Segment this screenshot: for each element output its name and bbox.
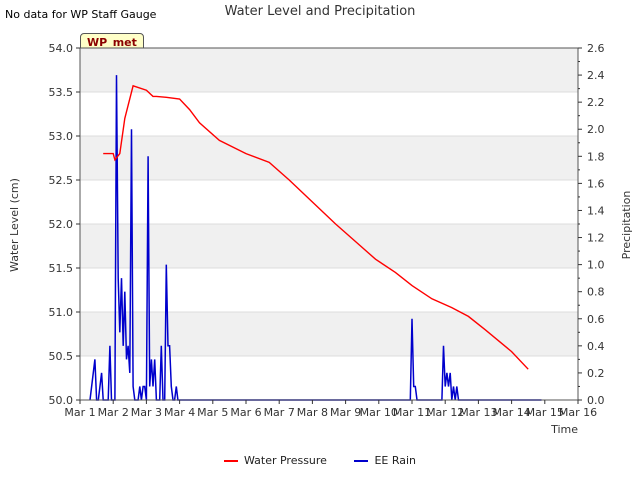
y-tick-label-right: 1.6 <box>587 177 605 190</box>
y-tick-label-right: 2.4 <box>587 69 605 82</box>
y-tick-label-left: 51.0 <box>49 306 74 319</box>
x-tick-label: Mar 5 <box>197 406 228 419</box>
legend-label-ee-rain: EE Rain <box>374 454 417 467</box>
x-tick-label: Mar 8 <box>297 406 328 419</box>
y-tick-label-right: 0.2 <box>587 367 605 380</box>
y-tick-label-left: 52.5 <box>49 174 74 187</box>
y-tick-label-right: 1.8 <box>587 150 605 163</box>
y-tick-label-right: 1.0 <box>587 259 605 272</box>
y-tick-label-right: 1.4 <box>587 204 605 217</box>
y-tick-label-left: 54.0 <box>49 42 74 55</box>
x-tick-label: Mar 16 <box>559 406 597 419</box>
x-tick-label: Mar 9 <box>330 406 361 419</box>
legend-swatch-ee-rain <box>354 460 369 462</box>
legend-label-water-pressure: Water Pressure <box>243 454 327 467</box>
x-tick-label: Mar 10 <box>360 406 398 419</box>
y-tick-label-right: 0.6 <box>587 313 605 326</box>
y-tick-label-left: 51.5 <box>49 262 74 275</box>
y-tick-label-right: 0.4 <box>587 340 605 353</box>
series-line-ee-rain <box>89 75 542 401</box>
legend-item-ee-rain: EE Rain <box>354 454 416 467</box>
y-tick-label-right: 0.0 <box>587 394 605 407</box>
legend: Water Pressure EE Rain <box>0 454 640 467</box>
legend-swatch-water-pressure <box>223 460 238 462</box>
y-tick-label-right: 2.6 <box>587 42 605 55</box>
x-tick-label: Mar 3 <box>131 406 162 419</box>
grid-band <box>80 224 578 268</box>
y-tick-label-right: 1.2 <box>587 232 605 245</box>
grid-band <box>80 136 578 180</box>
grid-band <box>80 48 578 92</box>
y-tick-label-left: 50.0 <box>49 394 74 407</box>
y-tick-label-left: 53.0 <box>49 130 74 143</box>
x-tick-label: Mar 13 <box>459 406 497 419</box>
x-tick-label: Mar 6 <box>230 406 261 419</box>
legend-item-water-pressure: Water Pressure <box>223 454 327 467</box>
grid-band <box>80 312 578 356</box>
y-tick-label-left: 50.5 <box>49 350 74 363</box>
x-axis-label: Time <box>550 423 578 436</box>
station-badge: WP_met <box>80 33 144 52</box>
x-tick-label: Mar 2 <box>98 406 129 419</box>
y-tick-label-right: 2.2 <box>587 96 605 109</box>
x-tick-label: Mar 15 <box>526 406 564 419</box>
chart-title: Water Level and Precipitation <box>224 4 416 19</box>
x-tick-label: Mar 12 <box>426 406 464 419</box>
y-tick-label-left: 52.0 <box>49 218 74 231</box>
y-axis-label-left: Water Level (cm) <box>8 178 21 272</box>
y-axis-label-right: Precipitation <box>620 191 633 260</box>
x-tick-label: Mar 7 <box>264 406 295 419</box>
x-tick-label: Mar 11 <box>393 406 431 419</box>
no-data-note: No data for WP Staff Gauge <box>5 8 157 21</box>
x-tick-label: Mar 4 <box>164 406 195 419</box>
y-tick-label-right: 0.8 <box>587 286 605 299</box>
series-line-water-pressure <box>103 84 529 370</box>
x-tick-label: Mar 1 <box>64 406 95 419</box>
x-tick-label: Mar 14 <box>492 406 530 419</box>
y-tick-label-right: 2.0 <box>587 123 605 136</box>
y-tick-label-left: 53.5 <box>49 86 74 99</box>
